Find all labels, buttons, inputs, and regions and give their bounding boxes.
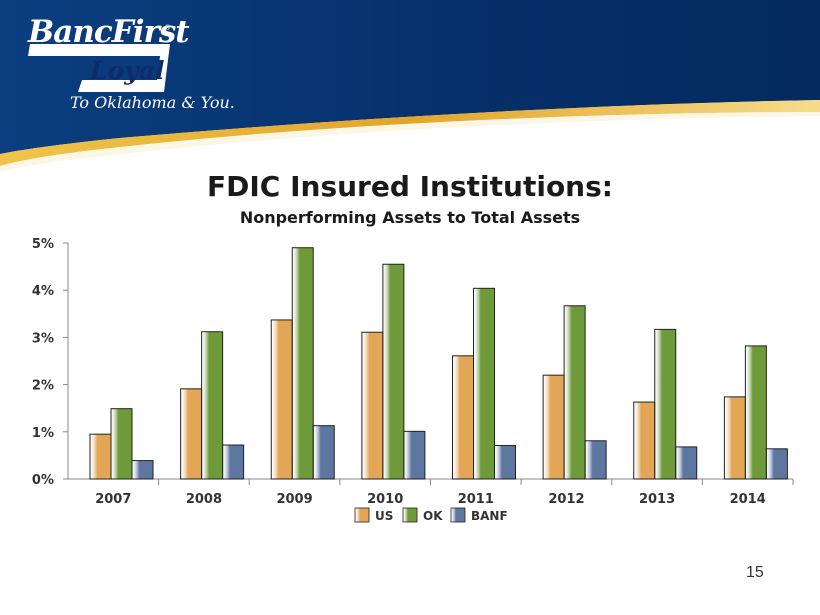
legend-label-banf: BANF (471, 509, 508, 523)
header-banner (0, 0, 820, 172)
x-tick-label: 2012 (548, 492, 584, 507)
bar-ok-2012 (563, 305, 586, 480)
bar-us-2011 (452, 355, 474, 480)
bar-ok-2010 (382, 263, 405, 480)
bar-banf-2011 (494, 444, 516, 480)
legend-label-ok: OK (423, 509, 443, 523)
bar-ok-2007 (110, 408, 133, 480)
bar-banf-2014 (765, 448, 788, 480)
chart-subtitle: Nonperforming Assets to Total Assets (239, 208, 581, 227)
legend-label-us: US (375, 509, 393, 523)
bar-banf-2009 (312, 425, 335, 480)
bar-banf-2007 (131, 460, 154, 480)
bar-ok-2014 (744, 345, 767, 480)
y-tick-label: 5% (32, 237, 54, 252)
legend-swatch-us (354, 507, 370, 523)
bar-ok-2009 (291, 247, 314, 480)
bar-ok-2013 (654, 328, 677, 480)
bar-banf-2012 (584, 440, 607, 480)
bar-us-2007 (89, 433, 112, 480)
x-tick-label: 2008 (186, 492, 222, 507)
logo-tagline: To Oklahoma & You. (70, 93, 235, 112)
bar-us-2010 (361, 331, 384, 480)
logo-brand-text: BancFirst (28, 14, 190, 50)
bar-us-2009 (270, 319, 293, 480)
bar-ok-2008 (201, 331, 224, 480)
y-tick-label: 3% (32, 331, 54, 346)
logo-trademark: ® (164, 24, 171, 32)
y-tick-label: 4% (32, 284, 54, 299)
bar-ok-2011 (473, 287, 495, 480)
bar-chart: 0% 1% 2% 3% 4% 5% 2007 2008 2009 2010 2011 2012 2013… (32, 237, 794, 523)
bar-banf-2010 (403, 430, 426, 480)
bar-us-2008 (180, 388, 203, 480)
x-tick-label: 2011 (458, 492, 494, 507)
page-number: 15 (746, 564, 764, 581)
chart-title: FDIC Insured Institutions: (207, 170, 613, 203)
bar-banf-2013 (675, 446, 698, 480)
legend-swatch-banf (450, 507, 466, 523)
y-tick-label: 0% (32, 473, 54, 488)
y-tick-label: 2% (32, 379, 54, 394)
x-tick-label: 2007 (95, 492, 131, 507)
x-tick-label: 2013 (639, 492, 675, 507)
x-tick-label: 2014 (730, 492, 766, 507)
bar-us-2012 (542, 374, 565, 480)
legend-swatch-ok (402, 507, 418, 523)
bar-us-2014 (723, 396, 746, 480)
logo-loyal-text: Loyal (90, 56, 165, 85)
bar-us-2013 (633, 401, 656, 480)
bar-banf-2008 (222, 444, 245, 480)
x-tick-label: 2009 (276, 492, 312, 507)
y-tick-label: 1% (32, 426, 54, 441)
x-tick-label: 2010 (367, 492, 403, 507)
